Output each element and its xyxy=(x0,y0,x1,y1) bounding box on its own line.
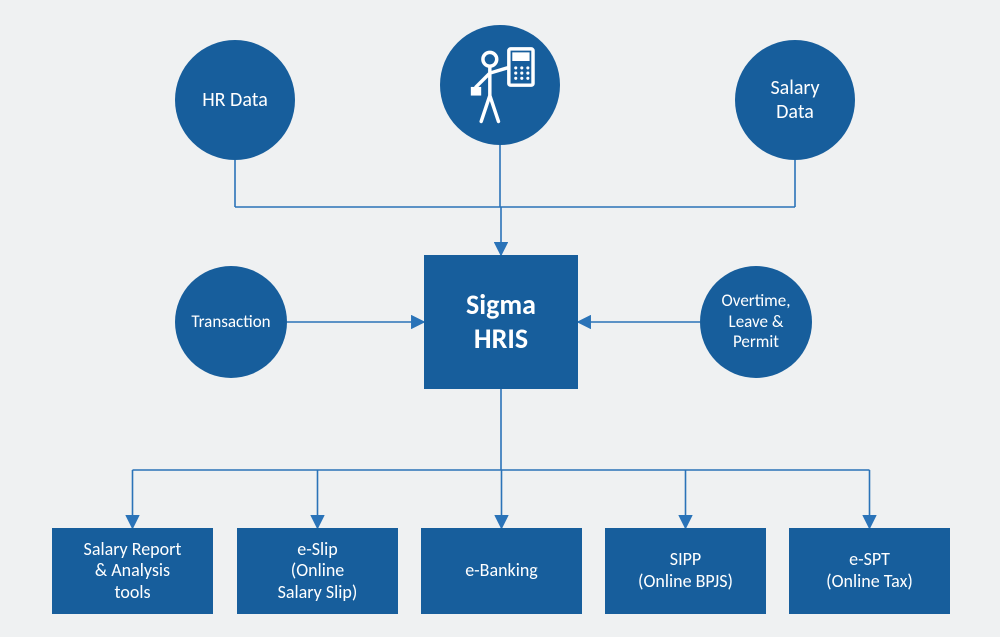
node-out1: Salary Report& Analysistools xyxy=(52,528,213,614)
node-label-out3: e-Banking xyxy=(465,560,538,582)
node-label-hr_data: HR Data xyxy=(202,88,268,112)
diagram-canvas: HR Data SalaryData Transaction Overtime,Lea… xyxy=(0,0,1000,637)
node-overtime: Overtime,Leave &Permit xyxy=(700,266,812,378)
person-biometric-icon xyxy=(457,42,543,128)
node-label-out4: SIPP(Online BPJS) xyxy=(638,549,733,592)
node-label-out5: e-SPT(Online Tax) xyxy=(826,549,913,592)
node-out4: SIPP(Online BPJS) xyxy=(605,528,766,614)
node-hr_data: HR Data xyxy=(175,40,295,160)
node-label-overtime: Overtime,Leave &Permit xyxy=(722,291,791,352)
node-icon xyxy=(440,25,560,145)
node-center: SigmaHRIS xyxy=(424,255,578,389)
node-label-out2: e-Slip(OnlineSalary Slip) xyxy=(278,539,358,604)
node-label-center: SigmaHRIS xyxy=(466,288,536,355)
node-salary_data: SalaryData xyxy=(735,40,855,160)
node-label-transaction: Transaction xyxy=(191,312,270,332)
node-label-salary_data: SalaryData xyxy=(770,76,819,124)
node-out5: e-SPT(Online Tax) xyxy=(789,528,950,614)
node-label-out1: Salary Report& Analysistools xyxy=(84,539,182,604)
node-out2: e-Slip(OnlineSalary Slip) xyxy=(237,528,398,614)
node-transaction: Transaction xyxy=(175,266,287,378)
node-out3: e-Banking xyxy=(421,528,582,614)
